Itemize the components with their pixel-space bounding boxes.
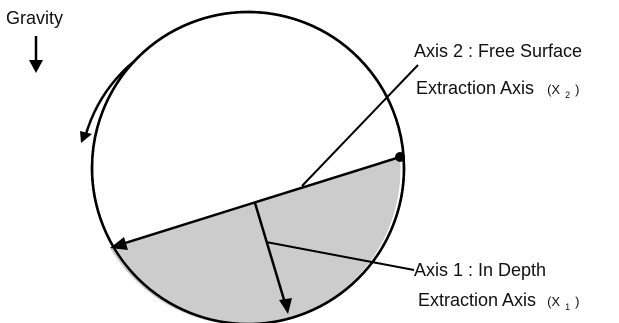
axis2-title: Axis 2 : Free Surface bbox=[414, 41, 582, 61]
gravity-arrow-icon bbox=[29, 36, 43, 73]
axis2-subtitle: Extraction Axis (X 2 ) bbox=[416, 78, 579, 102]
pivot-dot-icon bbox=[395, 152, 405, 162]
in-depth-axis bbox=[253, 202, 292, 314]
fill-region bbox=[110, 157, 401, 323]
free-surface-axis bbox=[110, 155, 401, 250]
axis2-leader-line bbox=[301, 64, 419, 187]
axis1-title: Axis 1 : In Depth bbox=[414, 260, 546, 280]
axis1-leader-line bbox=[265, 241, 415, 271]
gravity-label: Gravity bbox=[6, 8, 63, 28]
axis1-subtitle: Extraction Axis (X 1 ) bbox=[418, 290, 579, 314]
